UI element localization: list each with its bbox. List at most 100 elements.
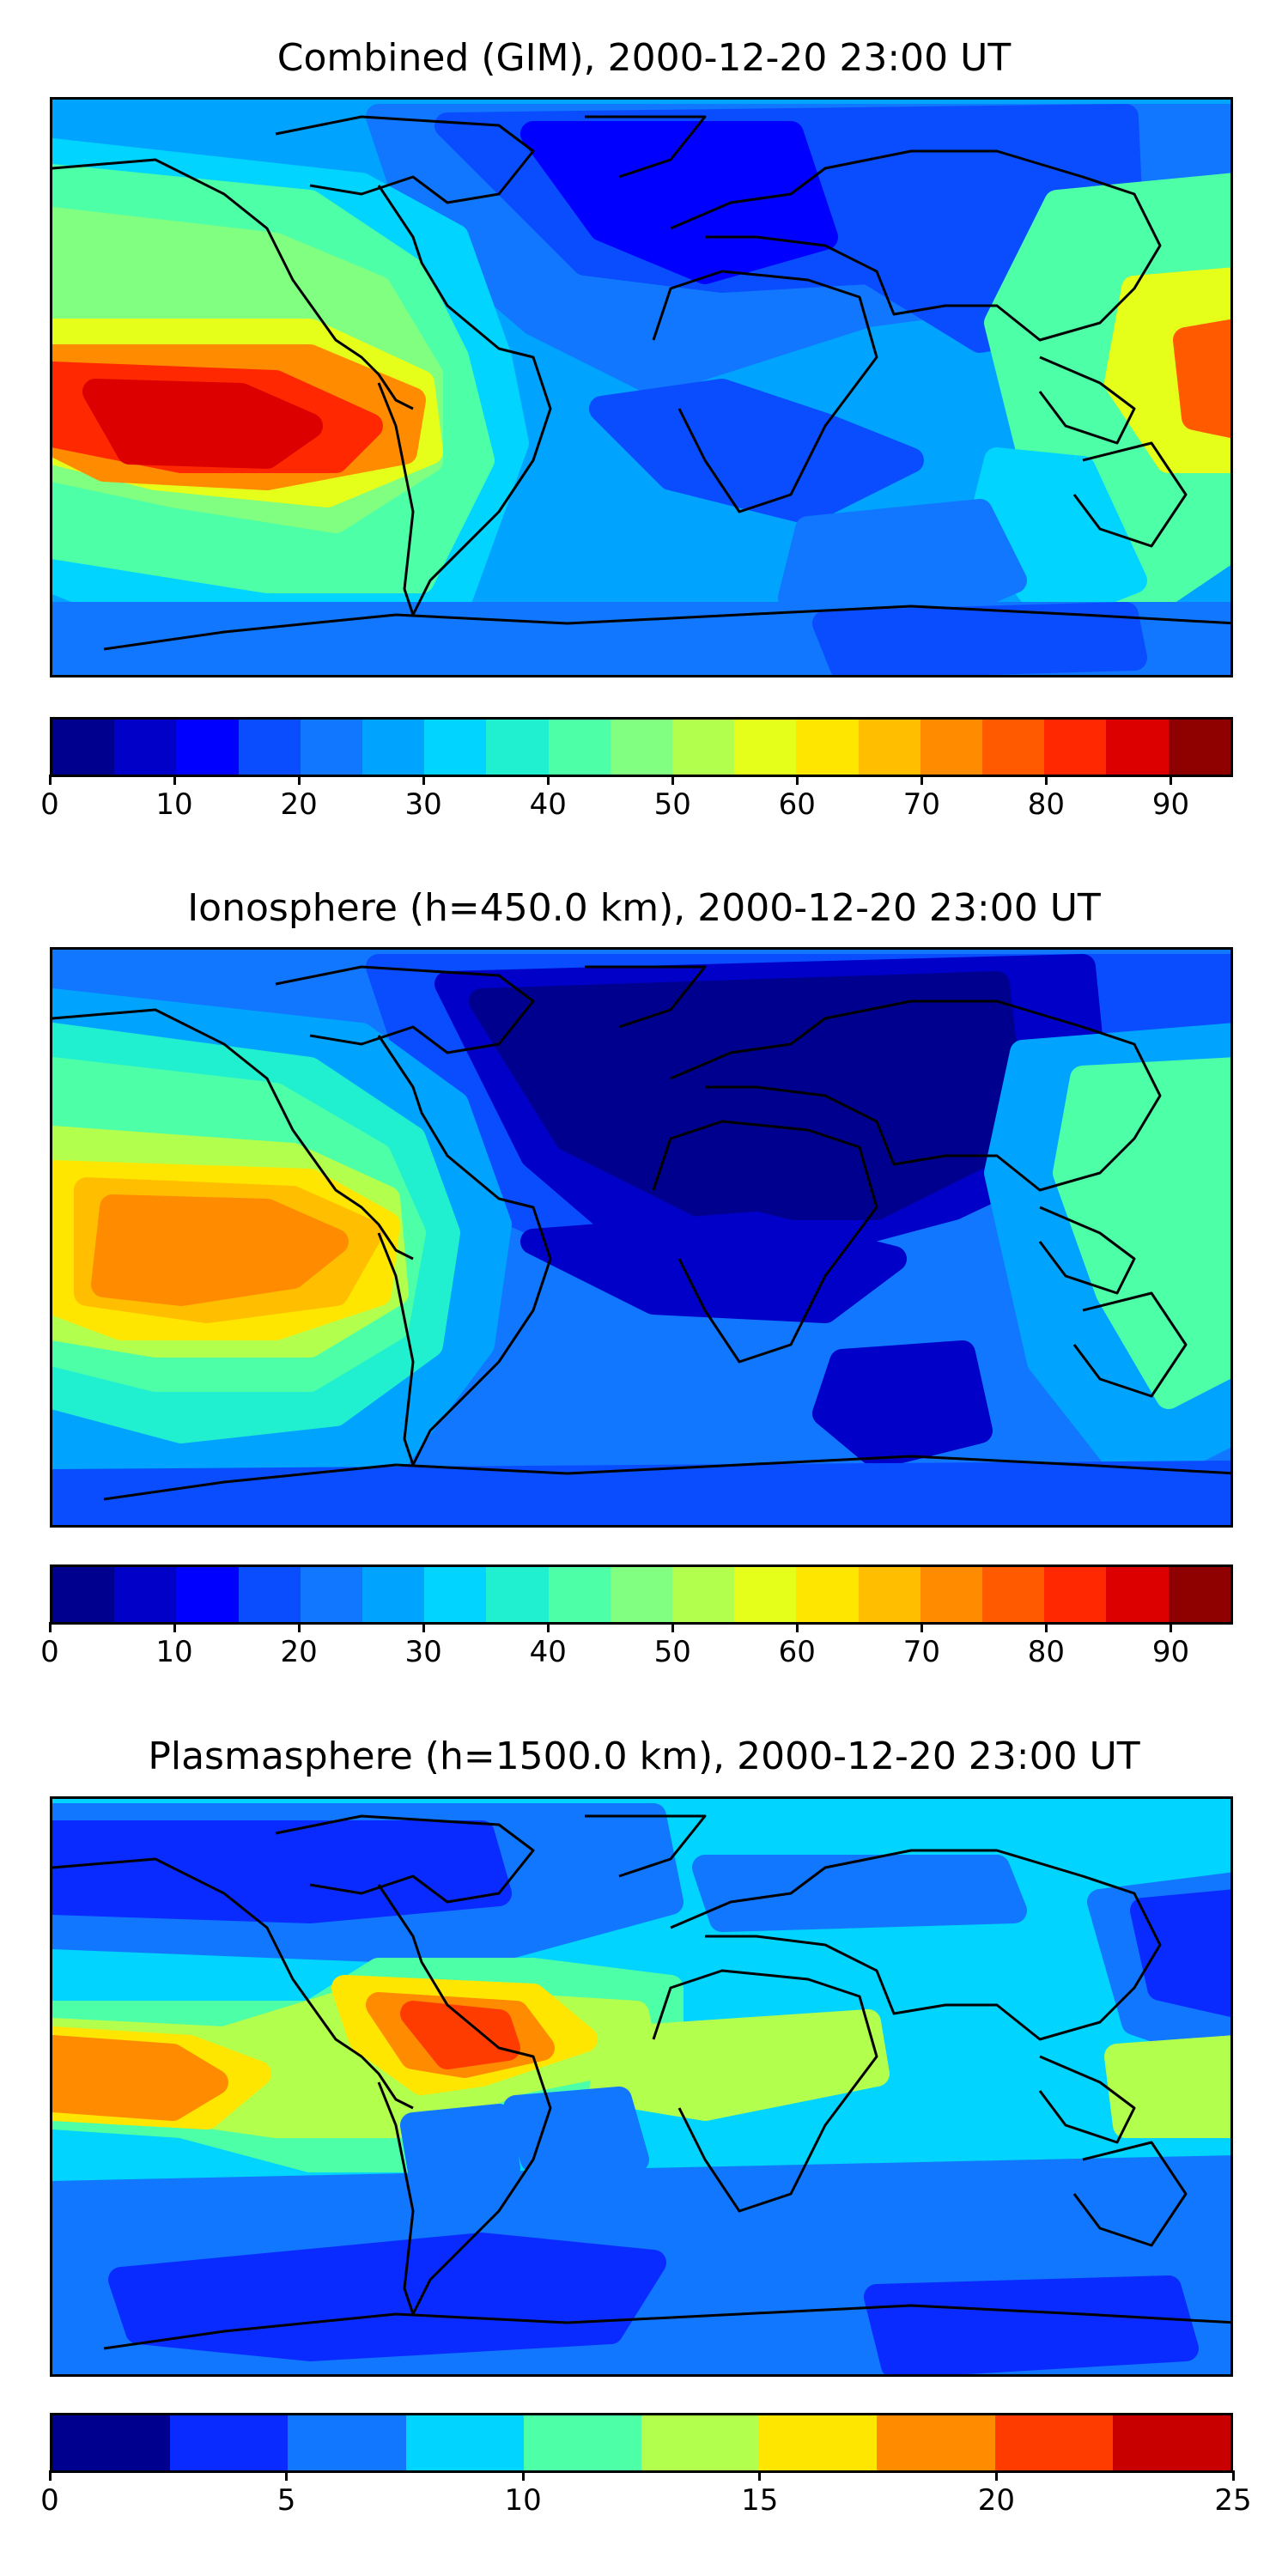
map-svg-plasmasphere (52, 1799, 1230, 2374)
colorbar-segment (641, 2415, 760, 2470)
colorbar-segment (858, 1567, 920, 1622)
colorbar-tick (173, 1622, 176, 1632)
colorbar-tick-label: 80 (1027, 1635, 1066, 1669)
coastline (1038, 1206, 1136, 1295)
colorbar-segment (405, 2415, 524, 2470)
colorbar-tick (920, 775, 923, 785)
colorbar-segment (486, 1567, 549, 1622)
colorbar-segment (114, 720, 177, 775)
contour-region (1130, 1889, 1230, 2018)
coastline (1038, 2055, 1136, 2144)
colorbar-tick (297, 1622, 301, 1632)
colorbar-segment (734, 720, 797, 775)
colorbar-tick (48, 2470, 52, 2481)
colorbar-segment (877, 2415, 995, 2470)
colorbar-tick (546, 775, 550, 785)
colorbar-segment (548, 720, 611, 775)
colorbar-tick (1044, 1622, 1048, 1632)
map-ionosphere (50, 947, 1233, 1528)
colorbar-segment (523, 2415, 642, 2470)
colorbar-tick-label: 10 (155, 1635, 193, 1669)
contour-region (503, 2087, 649, 2172)
colorbar-tick-label: 60 (778, 1635, 816, 1669)
coastline (1038, 355, 1136, 445)
colorbar-tick-label: 15 (741, 2483, 779, 2518)
contour-region (91, 1194, 349, 1306)
coastline (1072, 2141, 1188, 2247)
coastline (103, 2304, 1230, 2350)
colorbar-tick (546, 1622, 550, 1632)
panel-title-plasmasphere: Plasmasphere (h=1500.0 km), 2000-12-20 2… (148, 1735, 1140, 1778)
colorbar-tick (422, 775, 425, 785)
contour-region (812, 1340, 993, 1469)
colorbar-tick (297, 775, 301, 785)
colorbar-segment (994, 2415, 1113, 2470)
contour-region (108, 2233, 666, 2361)
colorbar-tick-label: 70 (902, 1635, 940, 1669)
colorbar-segment (1044, 720, 1107, 775)
coastline (585, 965, 707, 1029)
colorbar-tick (48, 1622, 52, 1632)
colorbar-tick (920, 1622, 923, 1632)
coastline (652, 1969, 878, 2213)
colorbar-tick (758, 2470, 762, 2481)
map-combined (50, 97, 1233, 677)
contour-region (589, 2009, 890, 2121)
colorbar-tick (671, 775, 674, 785)
contour-region (692, 1855, 1027, 1932)
colorbar-tick-label: 90 (1151, 787, 1190, 822)
colorbar-segment (238, 1567, 301, 1622)
colorbar-tick-label: 90 (1151, 1635, 1190, 1669)
colorbar-segment (170, 2415, 289, 2470)
colorbar-segment (734, 1567, 797, 1622)
colorbar-segment (796, 1567, 859, 1622)
colorbar-tick-label: 20 (280, 1635, 318, 1669)
colorbar-segment (920, 1567, 983, 1622)
colorbar-segment (1044, 1567, 1107, 1622)
colorbar-tick-label: 30 (404, 787, 442, 822)
contour-region (52, 1820, 512, 1923)
colorbar-segment (52, 2415, 171, 2470)
colorbar-segment (288, 2415, 406, 2470)
colorbar-tick (1231, 2470, 1235, 2481)
colorbar-tick-label: 50 (653, 1635, 691, 1669)
colorbar-segment (1168, 720, 1230, 775)
colorbar-segment (362, 1567, 425, 1622)
colorbar-segment (1106, 720, 1169, 775)
contour-region (1104, 2035, 1230, 2138)
colorbar-segment (796, 720, 859, 775)
contour-region (1053, 1057, 1230, 1409)
map-plasmasphere (50, 1796, 1233, 2377)
colorbar-tick (48, 775, 52, 785)
coastline (52, 158, 414, 410)
colorbar-segment (300, 720, 363, 775)
colorbar-tick-label: 40 (529, 787, 567, 822)
colorbar-segment (1112, 2415, 1231, 2470)
coastline (670, 149, 1162, 342)
colorbar-tick (1169, 1622, 1172, 1632)
colorbar-segment (672, 720, 735, 775)
colorbar-segment (610, 1567, 673, 1622)
colorbar-tick (994, 2470, 998, 2481)
colorbar-tick-label: 20 (977, 2483, 1016, 2518)
colorbar-tick-label: 80 (1027, 787, 1066, 822)
map-svg-combined (52, 100, 1230, 675)
colorbar-segment (300, 1567, 363, 1622)
colorbar-segment (982, 1567, 1045, 1622)
colorbar-tick-label: 5 (276, 2483, 296, 2518)
contour-region (589, 379, 924, 525)
colorbar-tick (1169, 775, 1172, 785)
coastline (377, 1035, 552, 1467)
coastline (275, 115, 535, 204)
coastline (275, 965, 535, 1054)
colorbar-tick-label: 25 (1214, 2483, 1252, 2518)
colorbar-segment (424, 720, 487, 775)
coastline (1072, 441, 1188, 548)
colorbar-tick-label: 20 (280, 787, 318, 822)
colorbar-tick-label: 50 (653, 787, 691, 822)
colorbar-segment (424, 1567, 487, 1622)
colorbar-tick-label: 60 (778, 787, 816, 822)
colorbar-tick-label: 0 (40, 1635, 59, 1669)
contour-region (400, 2104, 520, 2190)
colorbar-tick-label: 10 (155, 787, 193, 822)
